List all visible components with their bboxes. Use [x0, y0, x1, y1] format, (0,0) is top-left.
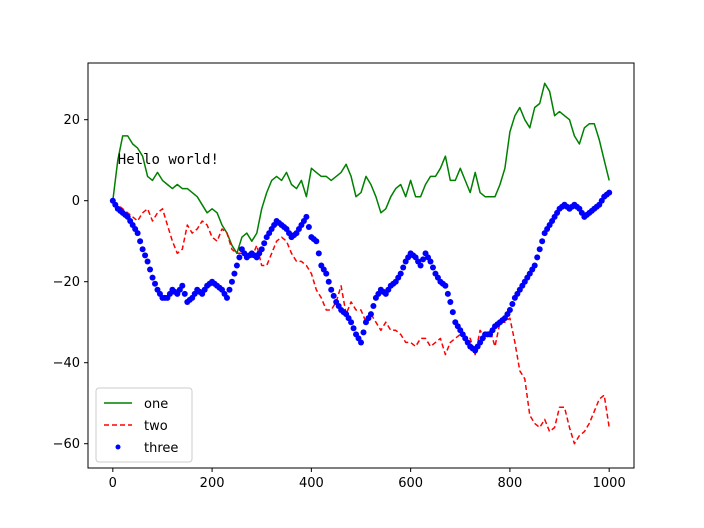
series-three-point [261, 240, 268, 247]
series-three-point [152, 280, 159, 287]
series-three-point [447, 298, 454, 305]
y-axis: 20 0 −20 −40 −60 [53, 113, 88, 452]
series-three-point [303, 213, 310, 220]
series-three-point [506, 307, 513, 314]
series-three-point [236, 254, 243, 261]
series-three-point [226, 286, 233, 293]
series-three-point [181, 290, 188, 297]
series-three-point [509, 300, 516, 307]
series-three-point [531, 262, 538, 269]
series-two-line [112, 204, 610, 445]
series-three-point [358, 339, 364, 346]
series-three-point [137, 238, 144, 245]
series-three-point [348, 319, 355, 326]
series-three-point [142, 252, 149, 259]
series-three-point [258, 246, 265, 253]
series-three-point [360, 329, 367, 336]
series-three-point [223, 294, 230, 301]
plot-area [109, 82, 613, 445]
series-three-point [367, 311, 374, 318]
series-three-point [606, 189, 613, 196]
series-three-point [149, 274, 156, 281]
series-three [109, 189, 613, 354]
x-tick-label: 200 [200, 476, 225, 491]
legend-label-two: two [144, 419, 168, 434]
series-three-point [429, 264, 436, 271]
x-axis: 0 200 400 600 800 1000 [109, 468, 626, 491]
series-three-point [179, 282, 186, 289]
x-tick-label: 400 [299, 476, 324, 491]
series-three-point [370, 303, 377, 309]
axes-frame [87, 62, 635, 469]
x-tick-label: 0 [109, 476, 117, 491]
series-three-point [325, 278, 332, 285]
series-three-point [328, 286, 335, 293]
series-three-point [144, 258, 151, 265]
series-three-point [323, 270, 330, 277]
legend-box [95, 387, 193, 463]
x-tick-label: 600 [398, 476, 423, 491]
annotation-text: Hello world! [118, 152, 219, 168]
series-three-point [305, 224, 312, 231]
series-three-point [330, 292, 337, 299]
y-tick-label: −20 [53, 275, 80, 290]
y-tick-label: −40 [53, 356, 80, 371]
series-three-point [400, 264, 407, 271]
series-three-point [231, 270, 238, 277]
series-three-point [350, 325, 357, 332]
series-one-line [112, 82, 610, 255]
series-three-point [539, 238, 546, 245]
series-three-point [397, 270, 404, 277]
y-tick-label: 20 [63, 113, 80, 128]
series-three-point [147, 266, 154, 273]
series-three-point [444, 290, 451, 297]
y-tick-label: −60 [53, 437, 80, 452]
y-tick-label: 0 [72, 194, 80, 209]
legend-label-three: three [144, 441, 178, 456]
series-three-point [534, 254, 541, 261]
x-tick-label: 800 [497, 476, 522, 491]
x-tick-label: 1000 [593, 476, 626, 491]
series-three-point [427, 258, 434, 265]
legend-label-one: one [144, 397, 168, 412]
series-three-point [134, 230, 141, 237]
series-three-point [449, 309, 456, 316]
series-three-point [139, 246, 146, 253]
series-three-point [442, 282, 449, 289]
series-three-point [313, 238, 320, 245]
series-three-point [228, 278, 235, 285]
series-three-point [420, 256, 427, 263]
series-three-point [233, 262, 240, 269]
series-three-point [536, 246, 543, 253]
series-three-point [315, 250, 322, 257]
legend-marker-three [115, 444, 121, 450]
legend: one two three [95, 387, 193, 463]
series-three-point [417, 262, 424, 269]
